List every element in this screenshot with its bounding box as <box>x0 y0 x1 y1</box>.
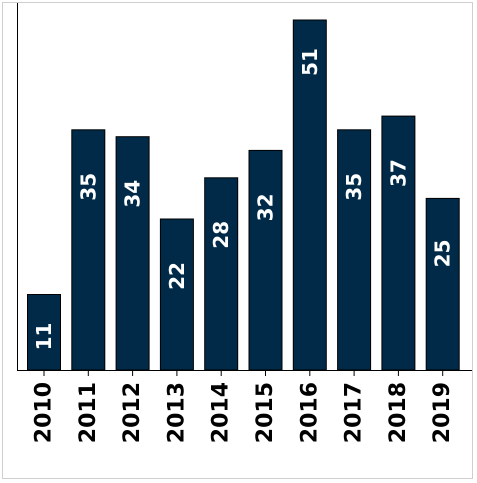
bar-2018 <box>381 115 416 371</box>
x-tick-label-2015: 2015 <box>253 382 278 443</box>
x-tick-label-2014: 2014 <box>209 382 234 443</box>
x-axis-tick-labels: 2010 2011 2012 2013 2014 2015 2016 2017 2018 2019 <box>32 382 456 443</box>
bar-2010 <box>27 294 61 371</box>
x-tick-label-2013: 2013 <box>164 382 189 443</box>
value-label-2017: 35 <box>342 173 366 201</box>
value-label-2015: 32 <box>254 193 278 221</box>
bar-2016 <box>292 19 327 371</box>
value-label-2018: 37 <box>386 159 410 187</box>
bar-value-labels: 11 35 34 22 28 32 51 35 37 25 <box>32 48 455 350</box>
bar-2012 <box>115 136 150 371</box>
x-tick-label-2019: 2019 <box>430 382 455 443</box>
x-axis-ticks <box>43 370 444 376</box>
value-label-2011: 35 <box>76 173 100 201</box>
x-tick-label-2012: 2012 <box>120 382 145 443</box>
x-tick-label-2017: 2017 <box>342 382 367 443</box>
x-tick-label-2010: 2010 <box>32 382 57 443</box>
value-label-2012: 34 <box>121 180 145 208</box>
bars <box>27 19 460 371</box>
value-label-2016: 51 <box>298 48 322 76</box>
bar-2013 <box>159 218 194 371</box>
x-tick-label-2016: 2016 <box>297 382 322 443</box>
bar-2014 <box>204 177 239 371</box>
bar-2017 <box>337 129 372 371</box>
x-tick-label-2011: 2011 <box>76 382 101 443</box>
bar-2019 <box>425 197 460 371</box>
value-label-2010: 11 <box>32 323 56 351</box>
x-tick-label-2018: 2018 <box>386 382 411 443</box>
bar-2011 <box>71 129 106 371</box>
value-label-2013: 22 <box>165 262 189 290</box>
value-label-2019: 25 <box>431 239 455 267</box>
value-label-2014: 28 <box>209 221 233 249</box>
bar-2015 <box>248 149 283 371</box>
